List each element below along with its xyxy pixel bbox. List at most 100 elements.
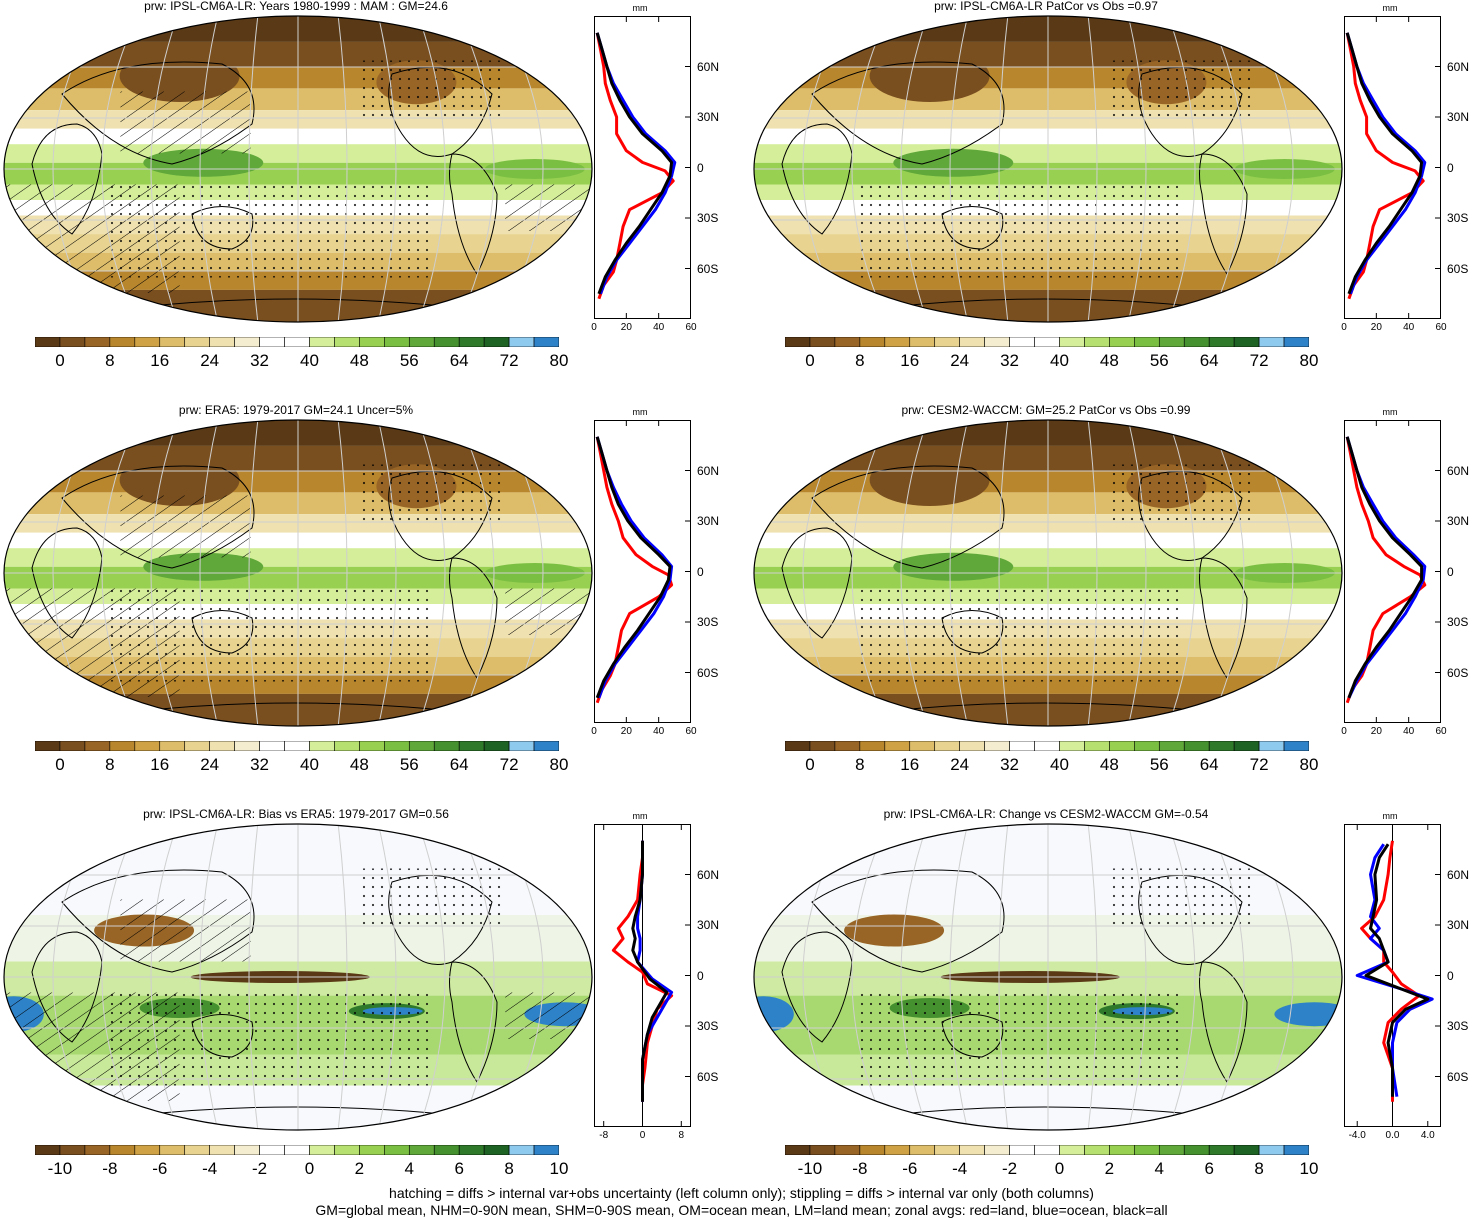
colorbar-label: 64 — [1199, 351, 1219, 370]
colorbar-cell — [458, 1145, 485, 1155]
colorbar-cell — [533, 337, 559, 347]
graticule-meridian — [337, 420, 348, 726]
colorbar-cell — [1059, 741, 1085, 751]
colorbar-label: 64 — [1199, 755, 1219, 774]
colorbar-cell — [359, 741, 385, 751]
colorbar-cell — [1208, 741, 1235, 751]
lat-label: 60S — [697, 261, 719, 276]
colorbar-cell — [209, 1145, 235, 1155]
panel-title: prw: IPSL-CM6A-LR: Change vs CESM2-WACCM… — [883, 807, 1209, 821]
colorbar-cell — [109, 741, 136, 751]
colorbar-cell — [109, 337, 136, 347]
hatching — [4, 184, 180, 293]
colorbar-cell — [458, 741, 485, 751]
colorbar-label: 0 — [805, 755, 815, 774]
graticule-meridian — [1087, 16, 1098, 322]
colorbar-cell — [1009, 741, 1035, 751]
colorbar-cell — [785, 741, 811, 751]
colorbar-cell — [234, 1145, 260, 1155]
colorbar-cell — [309, 741, 335, 751]
graticule-meridian — [1087, 420, 1098, 726]
colorbar-cell — [884, 741, 911, 751]
colorbar-label: 24 — [950, 755, 970, 774]
zonal-xtick-label: 40 — [1403, 322, 1415, 333]
colorbar-cell — [1233, 1145, 1260, 1155]
colorbar-cell — [508, 1145, 535, 1155]
colorbar-labels: -10 -8 -6 -4 -2 0 2 4 6 8 10 — [785, 1159, 1319, 1179]
colorbar-cell — [1208, 337, 1235, 347]
colorbar-cell — [859, 741, 886, 751]
colorbar-cell — [1258, 1145, 1285, 1155]
colorbar-cell — [1109, 1145, 1135, 1155]
lat-labels: 60N 30N 0 30S 60S — [697, 824, 737, 1127]
colorbar-label: 72 — [1249, 755, 1269, 774]
colorbar-cell — [1109, 741, 1135, 751]
moist-region — [143, 552, 264, 581]
graticule-meridian — [1168, 420, 1196, 726]
footer-line-2: GM=global mean, NHM=0-90N mean, SHM=0-90… — [315, 1202, 1168, 1218]
zonal-xtick-labels: -4.0 0.0 4.0 — [1344, 1130, 1441, 1144]
graticule-meridian — [1087, 824, 1098, 1130]
graticule-meridian — [851, 16, 888, 322]
stippling — [858, 184, 1185, 278]
graticule-meridian — [199, 420, 219, 726]
colorbar-cell — [834, 741, 861, 751]
map — [753, 823, 1343, 1131]
colorbar-cell — [508, 337, 535, 347]
dry-region — [869, 454, 990, 506]
zonal-xtick-labels: 0 20 40 60 — [1341, 322, 1446, 336]
moist-region — [893, 148, 1014, 177]
colorbar-cell — [884, 1145, 911, 1155]
colorbar-cell — [1059, 1145, 1085, 1155]
colorbar-cell — [284, 1145, 310, 1155]
colorbar-label: 0 — [1054, 1159, 1065, 1178]
panel-title: prw: IPSL-CM6A-LR: Bias vs ERA5: 1979-20… — [143, 807, 449, 821]
lat-label: 60N — [1447, 867, 1470, 882]
colorbar-label: 32 — [1000, 351, 1020, 370]
zonal-xtick-label: 20 — [620, 322, 632, 333]
zonal-series-all — [1345, 32, 1424, 295]
colorbar-cell — [384, 741, 410, 751]
colorbar-label: 64 — [449, 351, 469, 370]
colorbar-label: 6 — [1204, 1159, 1214, 1178]
colorbar-cell — [384, 1145, 410, 1155]
colorbar-label: 32 — [1000, 755, 1020, 774]
colorbar-cell — [959, 741, 985, 751]
stippling — [858, 992, 1185, 1086]
lat-labels: 60N 30N 0 30S 60S — [1447, 420, 1483, 723]
colorbar-cell — [984, 741, 1010, 751]
zonal-xtick-label: 20 — [1370, 726, 1382, 737]
lat-label: 0 — [697, 968, 704, 983]
colorbar-cell — [483, 337, 510, 347]
zonal-xtick-label: 60 — [1435, 322, 1447, 333]
stippling — [357, 60, 506, 123]
graticule-meridian — [1168, 824, 1196, 1130]
map — [3, 15, 593, 323]
colorbar-cell — [834, 1145, 861, 1155]
hatching — [4, 992, 180, 1101]
colorbar-label: 72 — [499, 351, 519, 370]
colorbar-cell — [909, 1145, 936, 1155]
zonal-series-all — [1364, 843, 1430, 1097]
zonal-xtick-label: 0 — [1341, 726, 1347, 737]
colorbar-cell — [1009, 337, 1035, 347]
colorbar-cell — [259, 337, 285, 347]
colorbar-label: 56 — [399, 351, 419, 370]
zonal-unit: mm — [632, 811, 648, 821]
graticule-meridian — [1208, 420, 1245, 726]
graticule-meridian — [199, 16, 219, 322]
lat-label: 30S — [697, 211, 719, 225]
graticule-meridian — [949, 824, 969, 1130]
hatching — [505, 184, 592, 231]
colorbar-label: 48 — [349, 755, 369, 774]
colorbar-cell — [384, 337, 410, 347]
colorbar-cell — [859, 337, 886, 347]
lat-label: 30N — [697, 110, 720, 124]
colorbar-cell — [35, 1145, 61, 1155]
graticule-meridian — [248, 420, 259, 726]
colorbar-cell — [1208, 1145, 1235, 1155]
colorbar-cell — [84, 741, 111, 751]
lat-label: 0 — [1447, 968, 1454, 983]
lat-label: 0 — [697, 564, 704, 579]
zonal-xtick-label: 20 — [1370, 322, 1382, 333]
